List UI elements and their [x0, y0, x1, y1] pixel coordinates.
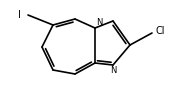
Text: N: N	[110, 66, 116, 75]
Text: Cl: Cl	[155, 26, 165, 36]
Text: N: N	[96, 18, 102, 27]
Text: I: I	[18, 10, 21, 20]
